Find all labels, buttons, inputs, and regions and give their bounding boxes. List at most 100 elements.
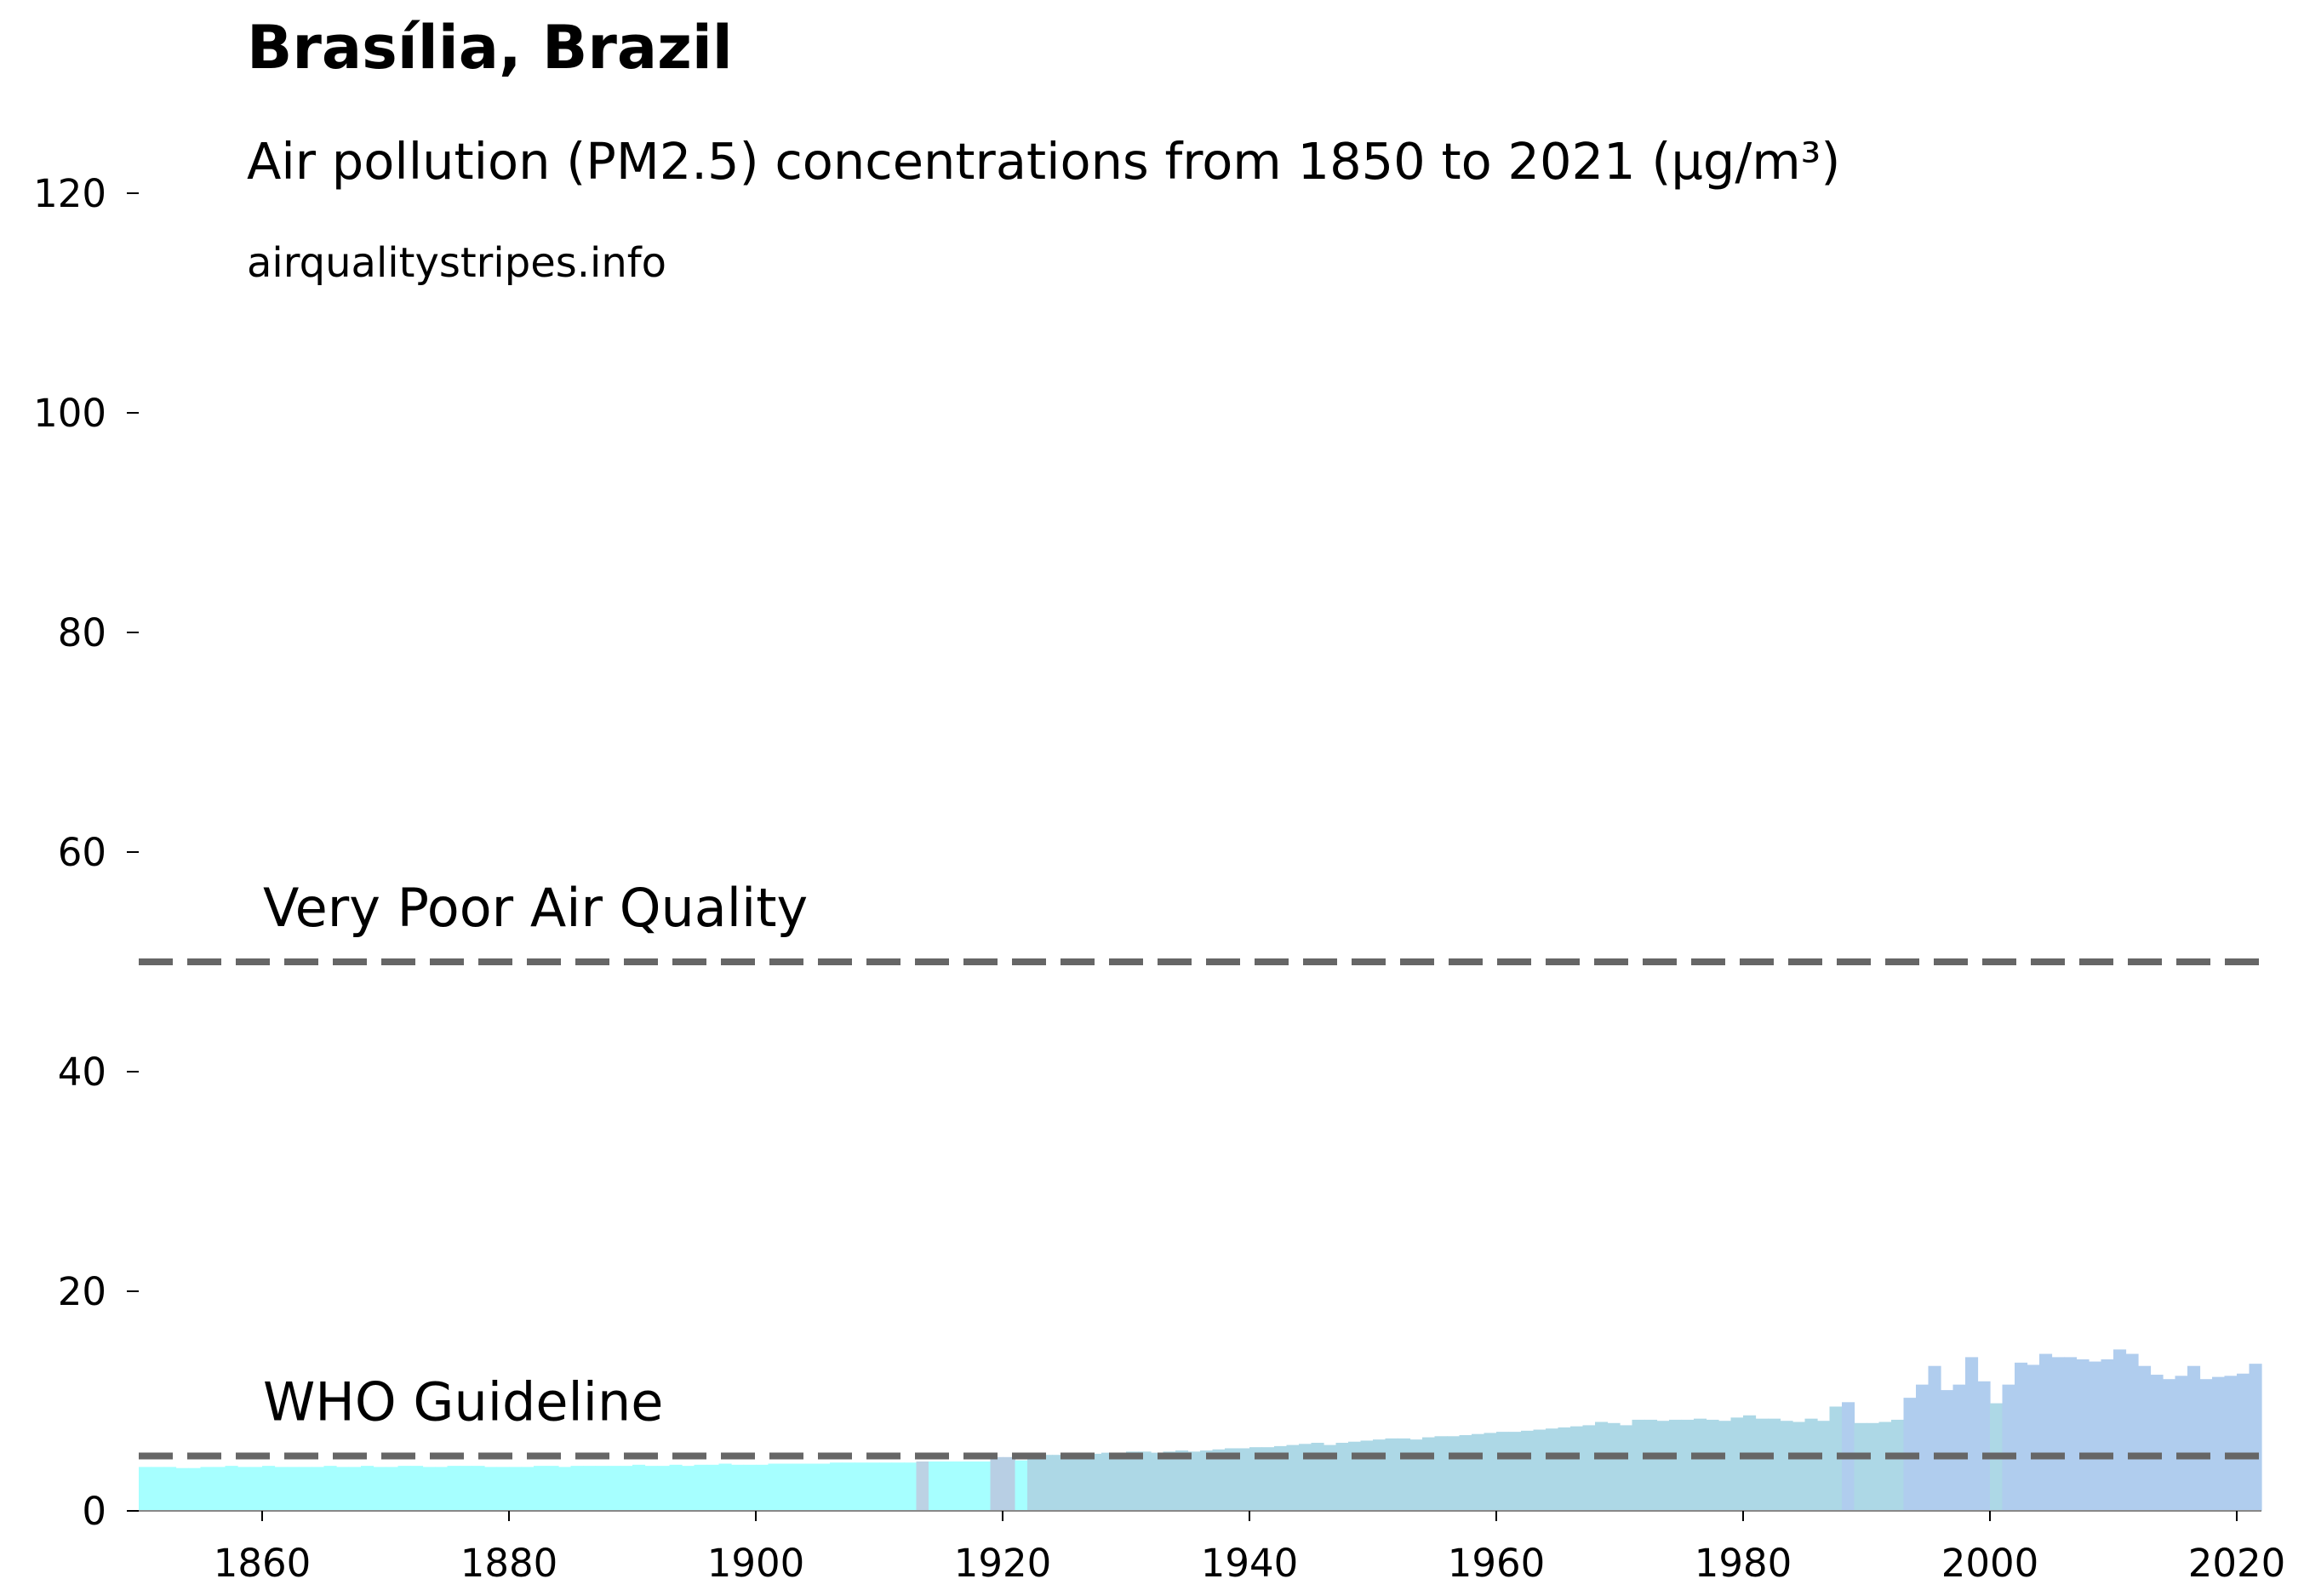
bar <box>213 1467 226 1511</box>
y-tick-label: 0 <box>82 1489 106 1534</box>
bar <box>2199 1379 2213 1511</box>
bar <box>817 1463 831 1511</box>
bar <box>200 1467 214 1511</box>
bar <box>139 1467 152 1511</box>
x-tick-label: 1900 <box>707 1541 805 1586</box>
bar <box>1335 1443 1349 1511</box>
bar <box>904 1462 918 1511</box>
bar <box>1027 1456 1041 1511</box>
bar <box>1212 1449 1226 1511</box>
bar <box>1385 1438 1398 1511</box>
bar <box>1409 1439 1423 1511</box>
bar <box>2187 1365 2201 1511</box>
bar <box>953 1461 967 1511</box>
bar <box>1780 1421 1793 1511</box>
y-tick-label: 40 <box>58 1050 106 1095</box>
bar <box>1595 1422 1609 1511</box>
bar <box>534 1466 547 1511</box>
bar <box>312 1467 325 1511</box>
bar <box>940 1461 954 1511</box>
bar <box>1656 1421 1670 1511</box>
x-tick-label: 1980 <box>1695 1541 1792 1586</box>
bar <box>916 1461 929 1511</box>
chart-source: airqualitystripes.info <box>247 239 666 287</box>
bar <box>657 1466 671 1511</box>
bar <box>1113 1452 1127 1511</box>
bar <box>1878 1422 1892 1511</box>
x-tick-label: 1940 <box>1201 1541 1299 1586</box>
threshold-label: Very Poor Air Quality <box>263 877 808 939</box>
bar <box>1521 1430 1535 1511</box>
bar <box>2224 1376 2238 1511</box>
bar <box>830 1462 843 1511</box>
bar <box>1718 1421 1732 1511</box>
bar <box>1755 1418 1769 1511</box>
bar <box>460 1466 473 1511</box>
bar <box>929 1461 942 1511</box>
bar <box>1225 1448 1238 1511</box>
bar <box>1533 1429 1546 1511</box>
bar <box>336 1467 350 1511</box>
bar <box>521 1467 535 1511</box>
bar <box>1299 1444 1312 1511</box>
bar <box>866 1462 880 1511</box>
bar <box>373 1467 386 1511</box>
bar <box>1804 1418 1818 1511</box>
chart-subtitle: Air pollution (PM2.5) concentrations fro… <box>247 132 1840 191</box>
bar <box>1817 1421 1831 1511</box>
bar <box>1952 1384 1966 1511</box>
bar <box>1829 1406 1843 1511</box>
bar <box>2076 1359 2090 1511</box>
bar <box>1175 1450 1189 1511</box>
bar <box>1496 1432 1510 1511</box>
bar <box>1126 1451 1140 1511</box>
bar <box>1644 1419 1658 1511</box>
x-tick-label: 1860 <box>214 1541 312 1586</box>
bar <box>669 1464 683 1511</box>
bar <box>1237 1448 1250 1511</box>
bar <box>1546 1428 1559 1511</box>
bar <box>546 1466 559 1511</box>
bar <box>1373 1439 1386 1511</box>
y-tick-label: 80 <box>58 610 106 655</box>
bar <box>1039 1455 1053 1511</box>
bar <box>1200 1450 1214 1511</box>
bar <box>1570 1426 1584 1511</box>
bar <box>2101 1359 2114 1511</box>
bar <box>731 1464 745 1511</box>
bar <box>1768 1418 1781 1511</box>
bar <box>1187 1451 1201 1511</box>
bar <box>2051 1357 2065 1511</box>
bar <box>1015 1460 1028 1511</box>
bar <box>1324 1444 1337 1511</box>
bar <box>879 1462 893 1511</box>
bar <box>496 1467 510 1511</box>
bar <box>1484 1433 1497 1511</box>
bar <box>706 1464 720 1511</box>
bar <box>2138 1365 2152 1511</box>
bar <box>1311 1443 1324 1511</box>
bar <box>965 1461 979 1511</box>
bar <box>1743 1415 1757 1511</box>
bar <box>274 1467 288 1511</box>
bar <box>1286 1444 1300 1511</box>
bar <box>805 1463 819 1511</box>
bar <box>188 1467 202 1511</box>
bar <box>1348 1441 1362 1511</box>
bar <box>225 1466 238 1511</box>
bar <box>855 1462 868 1511</box>
bar <box>1064 1453 1078 1511</box>
x-tick-label: 1960 <box>1448 1541 1546 1586</box>
bar <box>1854 1422 1867 1511</box>
bar <box>842 1462 855 1511</box>
bar <box>175 1467 189 1511</box>
bar <box>632 1464 646 1511</box>
bar <box>2125 1353 2139 1511</box>
bar <box>2249 1364 2262 1511</box>
bar <box>620 1466 633 1511</box>
bar <box>2089 1361 2102 1511</box>
bar <box>2015 1362 2028 1511</box>
bar <box>1669 1419 1683 1511</box>
bar <box>583 1466 597 1511</box>
